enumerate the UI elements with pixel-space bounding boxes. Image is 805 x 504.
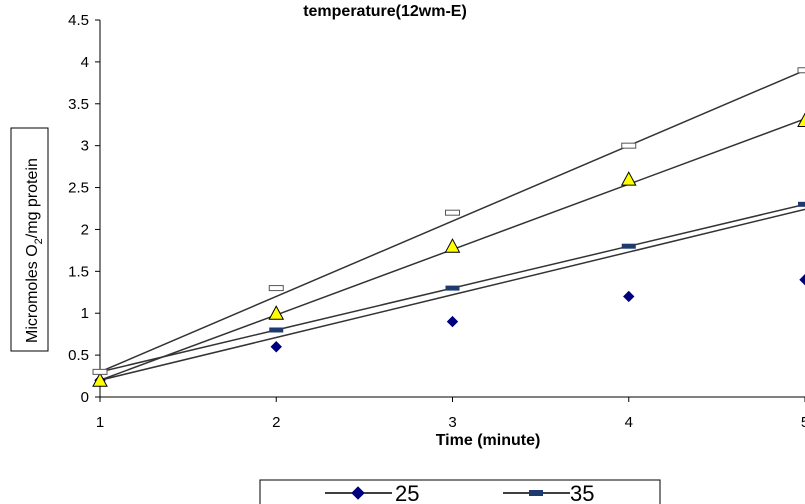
data-point-series-2 xyxy=(621,243,636,249)
data-point-series-4 xyxy=(268,285,284,292)
series-line-4 xyxy=(99,69,805,373)
y-axis-label-main: Micromoles O xyxy=(24,244,41,343)
chart-title: temperature(12wm-E) xyxy=(303,3,467,20)
data-point-series-4 xyxy=(445,209,460,216)
x-tick-label: 1 xyxy=(96,414,104,431)
y-tick-label: 3 xyxy=(81,138,89,155)
data-point-series-4 xyxy=(621,142,637,149)
y-tick-label: 2.5 xyxy=(68,180,89,197)
y-tick-label: 1 xyxy=(81,305,89,322)
x-tick-label: 2 xyxy=(272,414,280,431)
x-tick-group: 1 2 3 4 5 xyxy=(96,397,805,431)
series-markers xyxy=(92,67,805,387)
y-axis-label-tail: /mg protein xyxy=(24,158,41,238)
series-line-1 xyxy=(99,208,805,381)
data-point-series-3 xyxy=(444,238,461,253)
y-tick-label: 0.5 xyxy=(68,347,89,364)
data-point-series-1 xyxy=(623,290,635,303)
x-tick-label: 5 xyxy=(801,414,805,431)
legend-entry-35: 35 xyxy=(503,481,594,504)
data-point-series-4 xyxy=(92,368,108,375)
y-axis-label: Micromoles O2/mg protein xyxy=(24,158,45,343)
x-axis-label: Time (minute) xyxy=(436,432,541,449)
y-tick-label: 4.5 xyxy=(68,12,89,29)
data-point-series-3 xyxy=(620,171,637,186)
data-point-series-4 xyxy=(797,67,805,74)
data-point-series-1 xyxy=(799,274,805,286)
x-tick-label: 4 xyxy=(625,414,633,431)
y-axis-label-box xyxy=(10,127,49,352)
y-tick-group: 0 0.5 1 1.5 2 2.5 3 3.5 4 4.5 xyxy=(68,12,100,406)
data-point-series-2 xyxy=(269,327,284,333)
legend-label-25: 25 xyxy=(395,481,419,504)
data-point-series-3 xyxy=(268,305,285,320)
legend-label-35: 35 xyxy=(570,481,594,504)
x-tick-label: 3 xyxy=(448,414,456,431)
y-axis-label-subscript: 2 xyxy=(33,238,45,244)
legend-marker-35 xyxy=(529,490,543,496)
data-point-series-3 xyxy=(797,112,805,128)
y-tick-label: 0 xyxy=(81,389,89,406)
data-point-series-3 xyxy=(92,372,108,387)
y-tick-label: 4 xyxy=(81,54,89,71)
y-tick-label: 2 xyxy=(81,221,89,238)
series-lines xyxy=(99,69,805,381)
data-point-series-1 xyxy=(270,341,282,353)
legend-entry-25: 25 xyxy=(325,481,419,504)
y-tick-label: 1.5 xyxy=(68,263,89,280)
y-tick-label: 3.5 xyxy=(68,96,89,113)
data-point-series-2 xyxy=(798,201,805,207)
data-point-series-1 xyxy=(446,315,459,328)
data-point-series-2 xyxy=(445,285,460,291)
legend-box xyxy=(259,479,661,504)
legend-marker-25 xyxy=(351,486,365,500)
